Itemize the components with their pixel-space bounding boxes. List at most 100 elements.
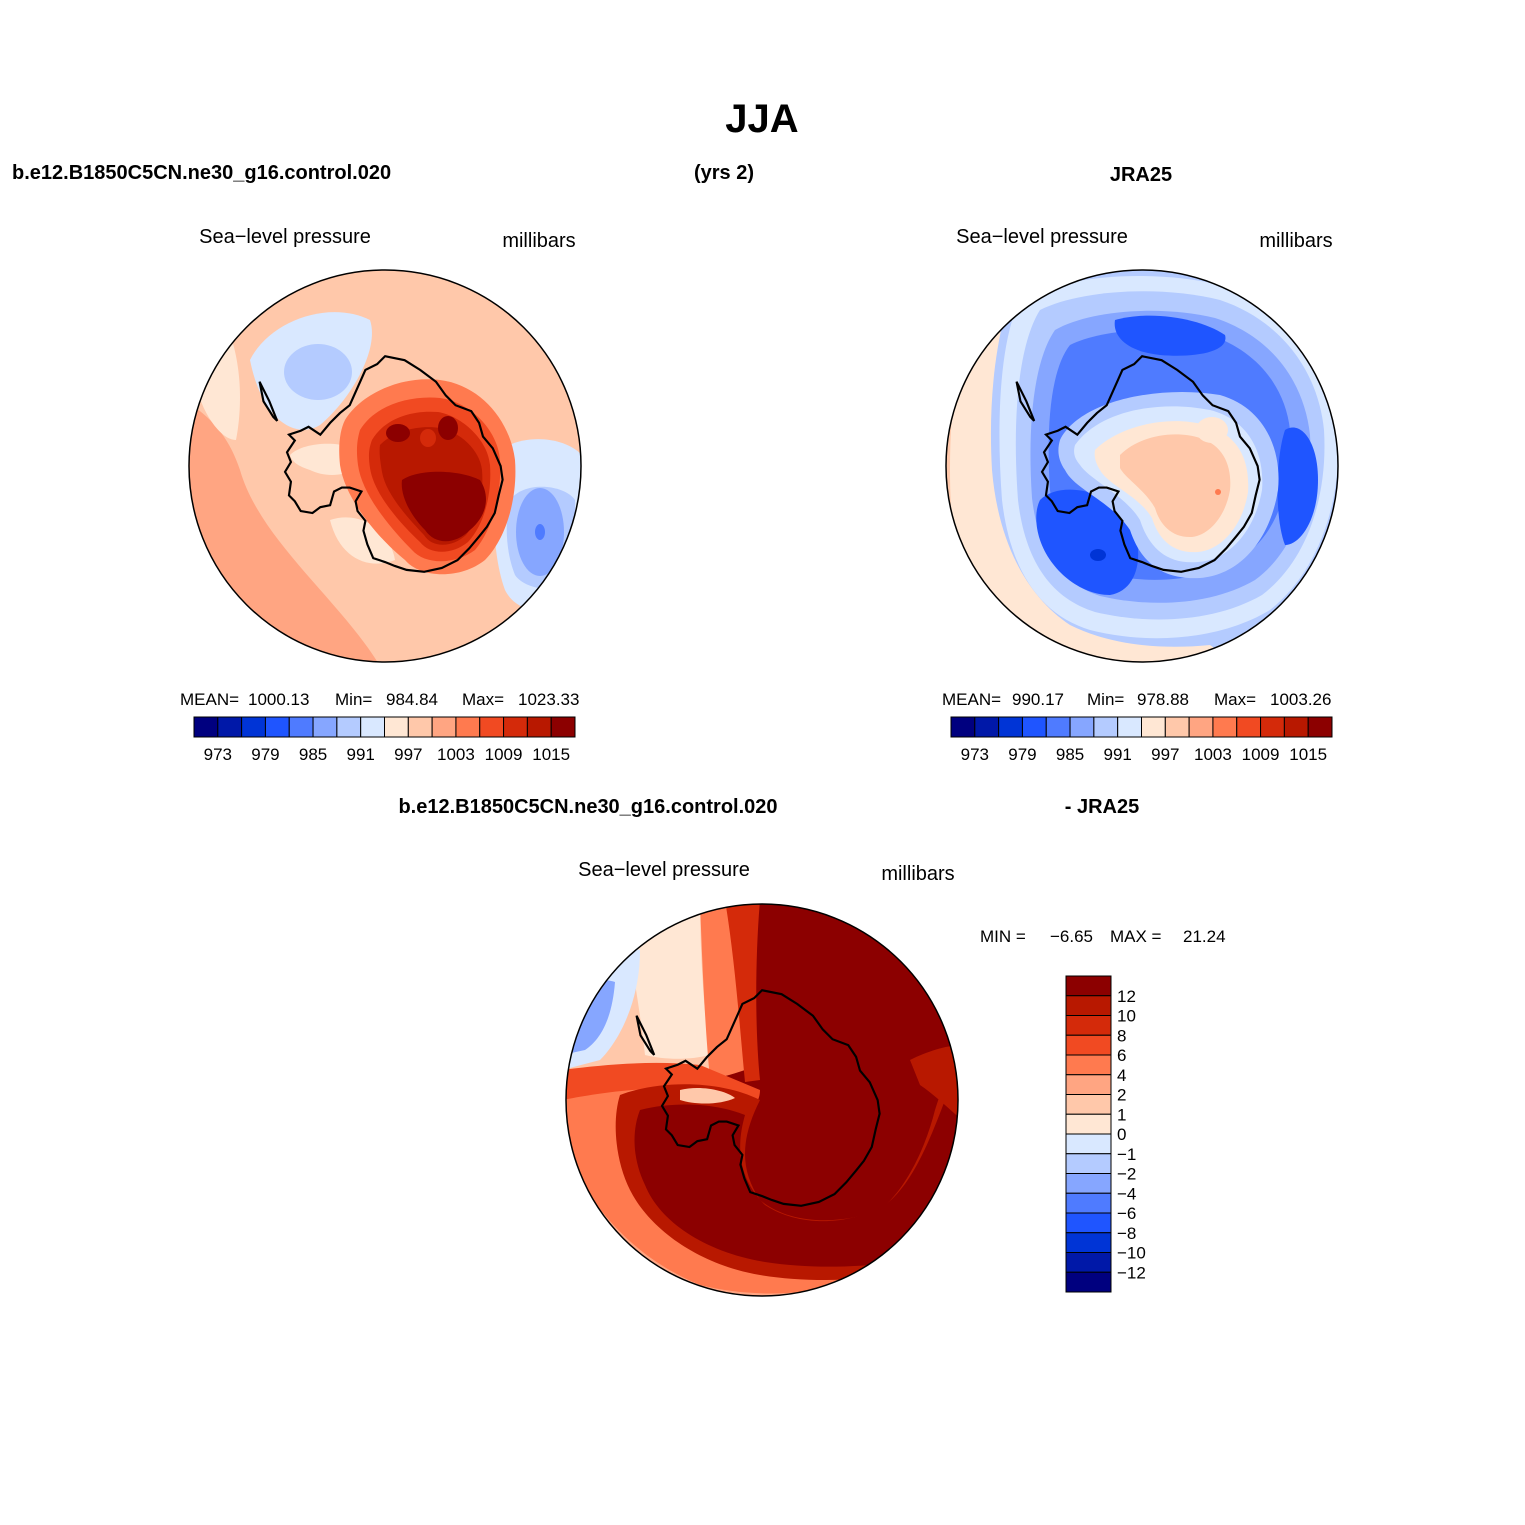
panel-obs-colorbar-swatch (1141, 716, 1166, 738)
panel-obs: Sea−level pressure millibars (942, 226, 1339, 764)
panel-diff-colorbar-swatch (1065, 1192, 1112, 1214)
panel-obs-max-value: 1003.26 (1270, 690, 1331, 709)
panel-diff-max-value: 21.24 (1183, 927, 1226, 946)
panel-diff-globe-outline (565, 903, 959, 1297)
panel-diff-colorbar-swatch (1065, 1232, 1112, 1253)
panel-model-colorbar-swatch (479, 716, 505, 738)
panel-diff-max-label: MAX = (1110, 927, 1162, 946)
panel-diff-colorbar-swatch (1065, 995, 1112, 1016)
figure-title: JJA (725, 97, 798, 141)
panel-model-colorbar-tick-label: 991 (347, 745, 375, 764)
panel-model-colorbar-swatch (241, 716, 266, 738)
obs-name-label: JRA25 (1110, 164, 1172, 186)
panel-model-colorbar-tick-label: 973 (204, 745, 232, 764)
panel-obs-colorbar-swatch (1045, 716, 1071, 738)
panel-obs-globe-outline (945, 269, 1339, 663)
panel-diff-colorbar-tick-label: −1 (1117, 1145, 1136, 1164)
panel-model-colorbar-swatch (336, 716, 362, 738)
panel-obs-colorbar-swatch (1069, 716, 1095, 738)
panel-model-colorbar-tick-label: 997 (394, 745, 422, 764)
panel-model-colorbar-swatch (384, 716, 409, 738)
panel-model-colorbar-swatch (407, 716, 433, 738)
panel-obs-colorbar: 973 979 985 991 997 1003 1009 1015 (950, 716, 1333, 764)
panel-obs-colorbar-swatch (1283, 716, 1309, 738)
panel-obs-stats: MEAN= 990.17 Min= 978.88 Max= 1003.26 (942, 690, 1331, 709)
panel-diff-colorbar-tick-label: 2 (1117, 1086, 1126, 1105)
panel-model-map (189, 270, 581, 662)
diff-obs-label: - JRA25 (1065, 796, 1139, 818)
panel-model-colorbar-tick-label: 1003 (437, 745, 475, 764)
panel-obs-colorbar-swatch (950, 716, 976, 738)
panel-diff-colorbar-tick-label: 6 (1117, 1046, 1126, 1065)
panel-obs-colorbar-tick-label: 979 (1008, 745, 1036, 764)
panel-diff-colorbar-swatch (1065, 1074, 1112, 1095)
panel-model-max-value: 1023.33 (518, 690, 579, 709)
panel-diff-colorbar-swatch (1065, 1212, 1112, 1234)
panel-diff-colorbar-tick-label: −6 (1117, 1204, 1136, 1223)
panel-model-colorbar-swatch (193, 716, 219, 738)
panel-obs-colorbar-swatch (1188, 716, 1214, 738)
panel-obs-colorbar-tick-label: 1009 (1242, 745, 1280, 764)
panel-model-colorbar-swatch (503, 716, 528, 738)
panel-obs-colorbar-tick-label: 1015 (1289, 745, 1327, 764)
panel-model-colorbar-swatch (526, 716, 552, 738)
panel-diff-colorbar-tick-label: −8 (1117, 1224, 1136, 1243)
panel-diff-min-label: MIN = (980, 927, 1026, 946)
panel-obs-map (946, 270, 1338, 662)
panel-diff-colorbar-swatch (1065, 1015, 1112, 1036)
panel-diff-colorbar-tick-label: −4 (1117, 1184, 1136, 1203)
panel-obs-min-label: Min= (1087, 690, 1124, 709)
panel-model-colorbar-swatch (360, 716, 385, 738)
panel-diff-colorbar-tick-label: 4 (1117, 1066, 1126, 1085)
panel-diff-colorbar-swatch (1065, 1252, 1112, 1273)
panel-diff-colorbar-tick-label: 10 (1117, 1007, 1136, 1026)
panel-obs-colorbar-swatch (1117, 716, 1142, 738)
panel-diff-map (566, 904, 958, 1296)
panel-diff-stats: MIN = −6.65 MAX = 21.24 (980, 927, 1226, 946)
panel-model-colorbar-tick-label: 1009 (485, 745, 523, 764)
panel-obs-colorbar-tick-label: 991 (1104, 745, 1132, 764)
panel-obs-max-label: Max= (1214, 690, 1256, 709)
panel-model-colorbar-tick-label: 1015 (532, 745, 570, 764)
panel-diff: Sea−level pressure millibars (565, 859, 1226, 1297)
panel-obs-colorbar-swatch (998, 716, 1023, 738)
panel-model-colorbar-swatch (455, 716, 481, 738)
panel-diff-units: millibars (881, 863, 954, 885)
panel-diff-colorbar-swatch (1065, 1271, 1112, 1293)
panel-diff-colorbar-swatch (1065, 1034, 1112, 1056)
panel-model-colorbar-swatch (288, 716, 314, 738)
panel-model-max-label: Max= (462, 690, 504, 709)
panel-model-colorbar: 973 979 985 991 997 1003 1009 1015 (193, 716, 576, 764)
panel-model-stats: MEAN= 1000.13 Min= 984.84 Max= 1023.33 (180, 690, 579, 709)
panel-model-colorbar-swatch (312, 716, 338, 738)
panel-model-mean-value: 1000.13 (248, 690, 309, 709)
panel-model-mean-label: MEAN= (180, 690, 239, 709)
panel-diff-variable: Sea−level pressure (578, 859, 750, 881)
panel-diff-colorbar-tick-label: 0 (1117, 1125, 1126, 1144)
panel-model-min-value: 984.84 (386, 690, 438, 709)
panel-diff-colorbar-swatch (1065, 1173, 1112, 1194)
panel-model: Sea−level pressure millibars (180, 226, 582, 764)
panel-obs-colorbar-swatch (1164, 716, 1190, 738)
panel-obs-mean-label: MEAN= (942, 690, 1001, 709)
panel-diff-colorbar-swatch (1065, 1153, 1112, 1174)
panel-obs-colorbar-swatch (1021, 716, 1047, 738)
panel-obs-colorbar-swatch (1093, 716, 1119, 738)
panel-model-colorbar-swatch (431, 716, 457, 738)
panel-obs-colorbar-tick-label: 1003 (1194, 745, 1232, 764)
panel-model-colorbar-swatch (217, 716, 243, 738)
panel-diff-colorbar-tick-label: −12 (1117, 1263, 1146, 1282)
panel-model-colorbar-swatch (264, 716, 290, 738)
panel-obs-colorbar-swatch (1212, 716, 1238, 738)
panel-diff-colorbar-swatch (1065, 1054, 1112, 1076)
case-name-label: b.e12.B1850C5CN.ne30_g16.control.020 (12, 162, 391, 184)
panel-model-units: millibars (502, 230, 575, 252)
panel-obs-colorbar-swatch (1236, 716, 1262, 738)
panel-obs-colorbar-tick-label: 985 (1056, 745, 1084, 764)
panel-obs-mean-value: 990.17 (1012, 690, 1064, 709)
panel-diff-colorbar-tick-label: −2 (1117, 1165, 1136, 1184)
panel-model-min-label: Min= (335, 690, 372, 709)
panel-obs-units: millibars (1259, 230, 1332, 252)
